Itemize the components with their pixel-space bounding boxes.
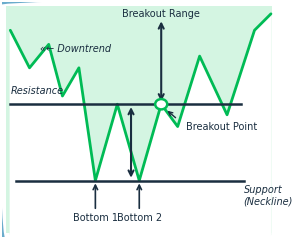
- Text: Bottom 1: Bottom 1: [73, 213, 118, 223]
- Polygon shape: [10, 14, 271, 234]
- Polygon shape: [8, 7, 271, 232]
- FancyBboxPatch shape: [0, 0, 280, 239]
- Text: «← Downtrend: «← Downtrend: [40, 44, 112, 54]
- Text: Breakout Range: Breakout Range: [122, 9, 200, 19]
- Circle shape: [155, 99, 167, 109]
- Polygon shape: [10, 14, 271, 237]
- Text: Support
(Neckline): Support (Neckline): [244, 185, 293, 207]
- Text: Bottom 2: Bottom 2: [117, 213, 162, 223]
- Text: Resistance: Resistance: [10, 86, 63, 96]
- Text: Breakout Point: Breakout Point: [186, 122, 257, 132]
